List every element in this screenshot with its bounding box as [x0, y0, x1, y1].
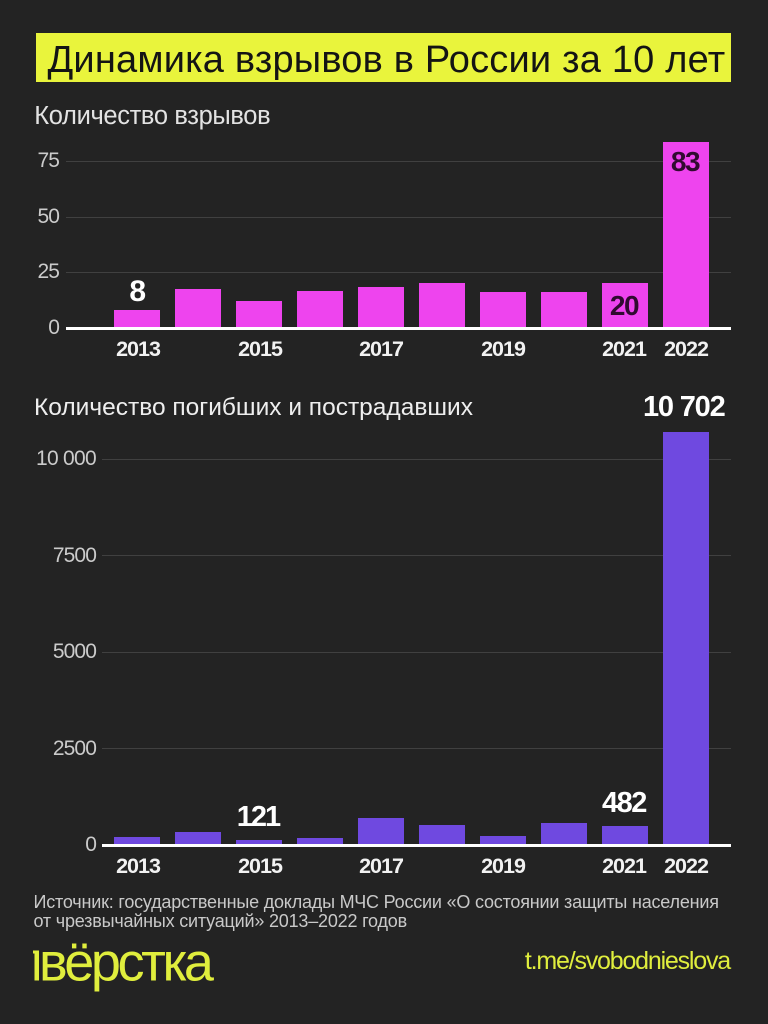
svg-text:вёрстка: вёрстка [39, 933, 215, 993]
